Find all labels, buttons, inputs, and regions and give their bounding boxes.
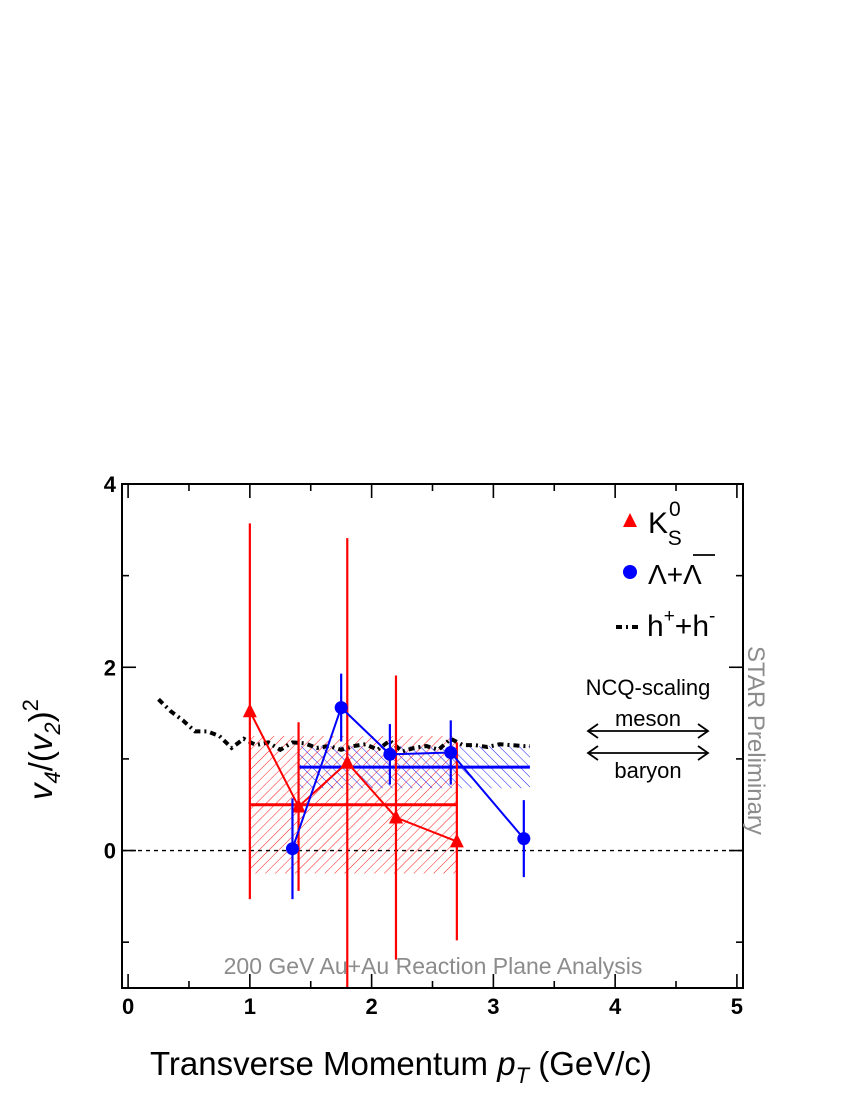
x-tick-label: 4: [609, 994, 622, 1019]
lambda-point: [285, 842, 299, 856]
lambda-point: [334, 701, 348, 715]
axis-ticks: 0 1 2 3 4 5 0 2 4: [104, 472, 743, 1019]
legend-item-hadron: h++h-: [616, 606, 715, 643]
analysis-label: 200 GeV Au+Au Reaction Plane Analysis: [224, 953, 643, 979]
kshort-point: [388, 809, 403, 824]
double-arrow-meson: [586, 723, 710, 739]
double-arrow-baryon: [586, 745, 710, 761]
x-tick-label: 0: [122, 994, 134, 1019]
kshort-point: [340, 754, 355, 769]
legend-item-kshort: K0 S: [623, 498, 682, 550]
x-axis-label: Transverse Momentum pT (GeV/c): [150, 1045, 652, 1088]
lambda-point: [517, 832, 531, 846]
star-preliminary-label: STAR Preliminary: [742, 646, 769, 835]
x-tick-label: 5: [731, 994, 743, 1019]
x-tick-label: 2: [365, 994, 377, 1019]
legend-marker-circle: [623, 565, 637, 579]
kshort-point: [449, 833, 464, 848]
legend-label-hadron: h++h-: [647, 606, 715, 643]
legend-label-kshort: K0 S: [648, 498, 682, 550]
lambda-point: [444, 745, 458, 759]
x-tick-label: 3: [487, 994, 499, 1019]
lambda-point: [383, 747, 397, 761]
x-tick-label: 1: [244, 994, 256, 1019]
data-series: [242, 523, 531, 988]
y-tick-label: 0: [104, 839, 116, 864]
kshort-point: [242, 703, 257, 718]
ncq-scaling-note: NCQ-scaling meson baryon: [586, 675, 711, 783]
baryon-label: baryon: [614, 758, 681, 783]
y-tick-label: 4: [104, 472, 117, 497]
y-axis-label: v4/(v2)2: [18, 699, 65, 800]
legend: K0 S Λ+Λ h++h-: [616, 498, 715, 643]
y-tick-label: 2: [104, 655, 116, 680]
meson-label: meson: [615, 706, 681, 731]
legend-label-lambda: Λ+Λ: [648, 559, 702, 590]
legend-item-lambda: Λ+Λ: [623, 554, 715, 590]
kshort-point: [291, 798, 306, 813]
ncq-scaling-title: NCQ-scaling: [586, 675, 711, 700]
legend-marker-triangle: [623, 513, 637, 527]
